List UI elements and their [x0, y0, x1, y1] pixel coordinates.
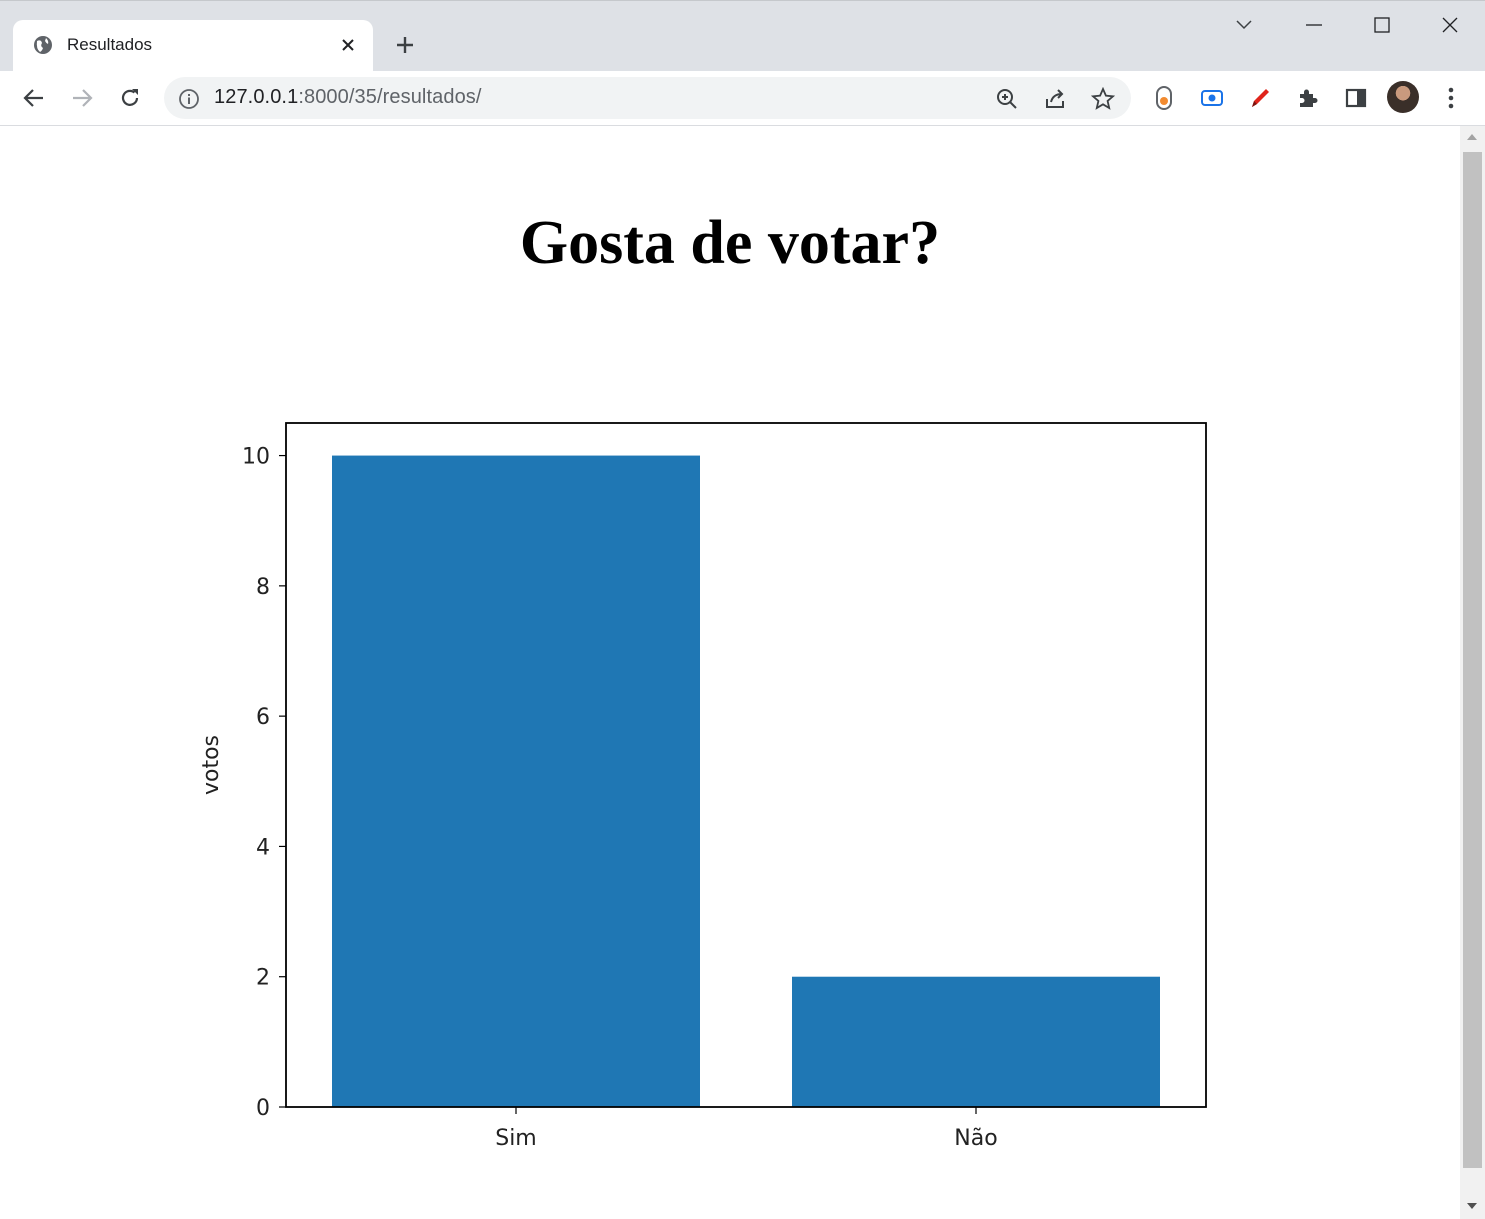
x-tick-label-1: Não [954, 1126, 997, 1151]
tab-title: Resultados [67, 35, 153, 54]
zoom-icon[interactable] [994, 86, 1020, 112]
scroll-up-arrow-icon[interactable] [1467, 134, 1477, 140]
y-tick-label-2: 4 [256, 835, 270, 860]
bar-0 [332, 455, 700, 1108]
tab-close-icon[interactable] [335, 32, 361, 58]
share-icon[interactable] [1042, 86, 1068, 112]
browser-toolbar: 127.0.0.1:8000/35/resultados/ [0, 71, 1485, 126]
maximize-button[interactable] [1362, 11, 1402, 39]
extension-pen-icon[interactable] [1246, 84, 1274, 112]
bar-1 [792, 976, 1160, 1107]
reload-button[interactable] [115, 83, 145, 113]
url-text[interactable]: 127.0.0.1:8000/35/resultados/ [214, 86, 482, 109]
y-tick-label-3: 6 [256, 705, 270, 730]
scrollbar-thumb[interactable] [1463, 152, 1482, 1168]
profile-avatar[interactable] [1387, 81, 1419, 113]
bar-chart: Sim Não 0 2 4 6 8 10 votos [199, 422, 1207, 1151]
page-title: Gosta de votar? [519, 209, 941, 277]
y-tick-label-0: 0 [256, 1096, 270, 1121]
plot-frame [285, 422, 1207, 1108]
page-viewport: Gosta de votar? Sim Não 0 2 4 6 8 10 votos [0, 126, 1460, 1219]
y-tick-label-4: 8 [256, 575, 270, 600]
url-host: 127.0.0.1 [214, 86, 299, 108]
address-bar[interactable]: 127.0.0.1:8000/35/resultados/ [164, 77, 1131, 119]
menu-kebab-icon[interactable] [1437, 84, 1465, 112]
side-panel-icon[interactable] [1342, 84, 1370, 112]
close-window-button[interactable] [1430, 11, 1470, 39]
bookmark-star-icon[interactable] [1090, 86, 1116, 112]
back-button[interactable] [19, 83, 49, 113]
site-info-icon[interactable] [178, 88, 200, 110]
extensions-puzzle-icon[interactable] [1294, 84, 1322, 112]
tab-search-icon[interactable] [1224, 11, 1264, 39]
tab-strip: Resultados [0, 0, 1485, 72]
scroll-down-arrow-icon[interactable] [1467, 1203, 1477, 1209]
forward-button[interactable] [67, 83, 97, 113]
x-tick-label-0: Sim [495, 1126, 537, 1151]
url-path: :8000/35/resultados/ [298, 86, 482, 108]
extension-screen-capture-icon[interactable] [1198, 84, 1226, 112]
minimize-button[interactable] [1294, 11, 1334, 39]
vertical-scrollbar[interactable] [1460, 126, 1485, 1219]
extension-recorder-icon[interactable] [1150, 84, 1178, 112]
new-tab-button[interactable] [391, 31, 419, 59]
y-tick-label-5: 10 [242, 445, 270, 470]
globe-icon [34, 36, 52, 54]
browser-tab[interactable]: Resultados [13, 20, 373, 72]
y-tick-label-1: 2 [256, 966, 270, 991]
y-axis-label: votos [199, 735, 224, 795]
